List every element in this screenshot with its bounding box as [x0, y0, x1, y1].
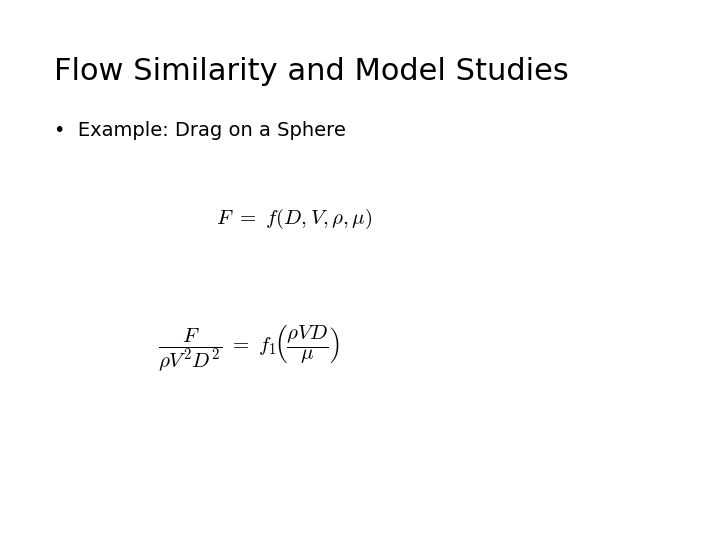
Text: $\dfrac{F}{\rho V^{2} D^{2}} \ = \ f_1\!\left(\dfrac{\rho V D}{\mu}\right)$: $\dfrac{F}{\rho V^{2} D^{2}} \ = \ f_1\!…	[158, 323, 340, 373]
Text: Flow Similarity and Model Studies: Flow Similarity and Model Studies	[54, 57, 569, 86]
Text: $F \ = \ f(D, V, \rho, \mu)$: $F \ = \ f(D, V, \rho, \mu)$	[216, 207, 372, 231]
Text: •  Example: Drag on a Sphere: • Example: Drag on a Sphere	[54, 122, 346, 140]
